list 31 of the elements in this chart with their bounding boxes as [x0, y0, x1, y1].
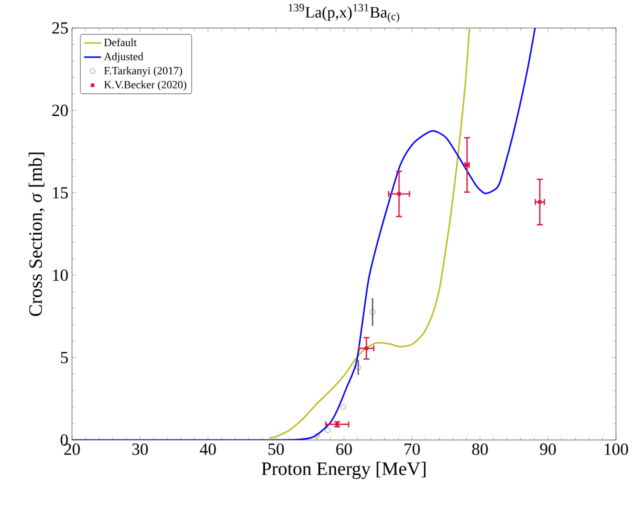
y-axis-title: Cross Section, σ [mb] [28, 152, 45, 316]
x-tick-label: 100 [604, 444, 628, 455]
point [324, 428, 330, 433]
point [356, 364, 361, 370]
y-tick-label: 10 [53, 269, 68, 281]
point [538, 200, 542, 204]
legend-label: K.V.Becker (2020) [104, 80, 186, 91]
line-series [72, 28, 536, 440]
legend-label: Default [104, 38, 137, 46]
x-tick-label: 50 [268, 444, 284, 455]
x-tick-label: 40 [200, 444, 216, 455]
line-series [268, 28, 470, 439]
x-tick-label: 70 [404, 444, 420, 455]
legend-label: F.Tarkanyi (2017) [104, 66, 182, 77]
point [340, 404, 346, 410]
point [364, 346, 368, 350]
x-tick-label: 90 [540, 444, 556, 455]
y-tick-label: 0 [60, 434, 68, 446]
x-tick-label: 60 [336, 444, 352, 455]
legend-label: Adjusted [104, 52, 144, 62]
x-tick-label: 80 [472, 444, 488, 455]
x-axis-title: Proton Energy [MeV] [262, 462, 426, 479]
y-tick-label: 5 [61, 352, 68, 364]
y-tick-label: 15 [53, 187, 68, 198]
chart-title: $^{139}$La(p,x)$^{131}$Ba$_{(c)}$ [288, 4, 400, 23]
point [370, 309, 376, 315]
point [314, 433, 320, 438]
y-tick-label: 25 [52, 22, 68, 34]
y-tick-label: 20 [52, 104, 68, 116]
x-tick-label: 30 [132, 444, 148, 455]
point [397, 192, 401, 196]
